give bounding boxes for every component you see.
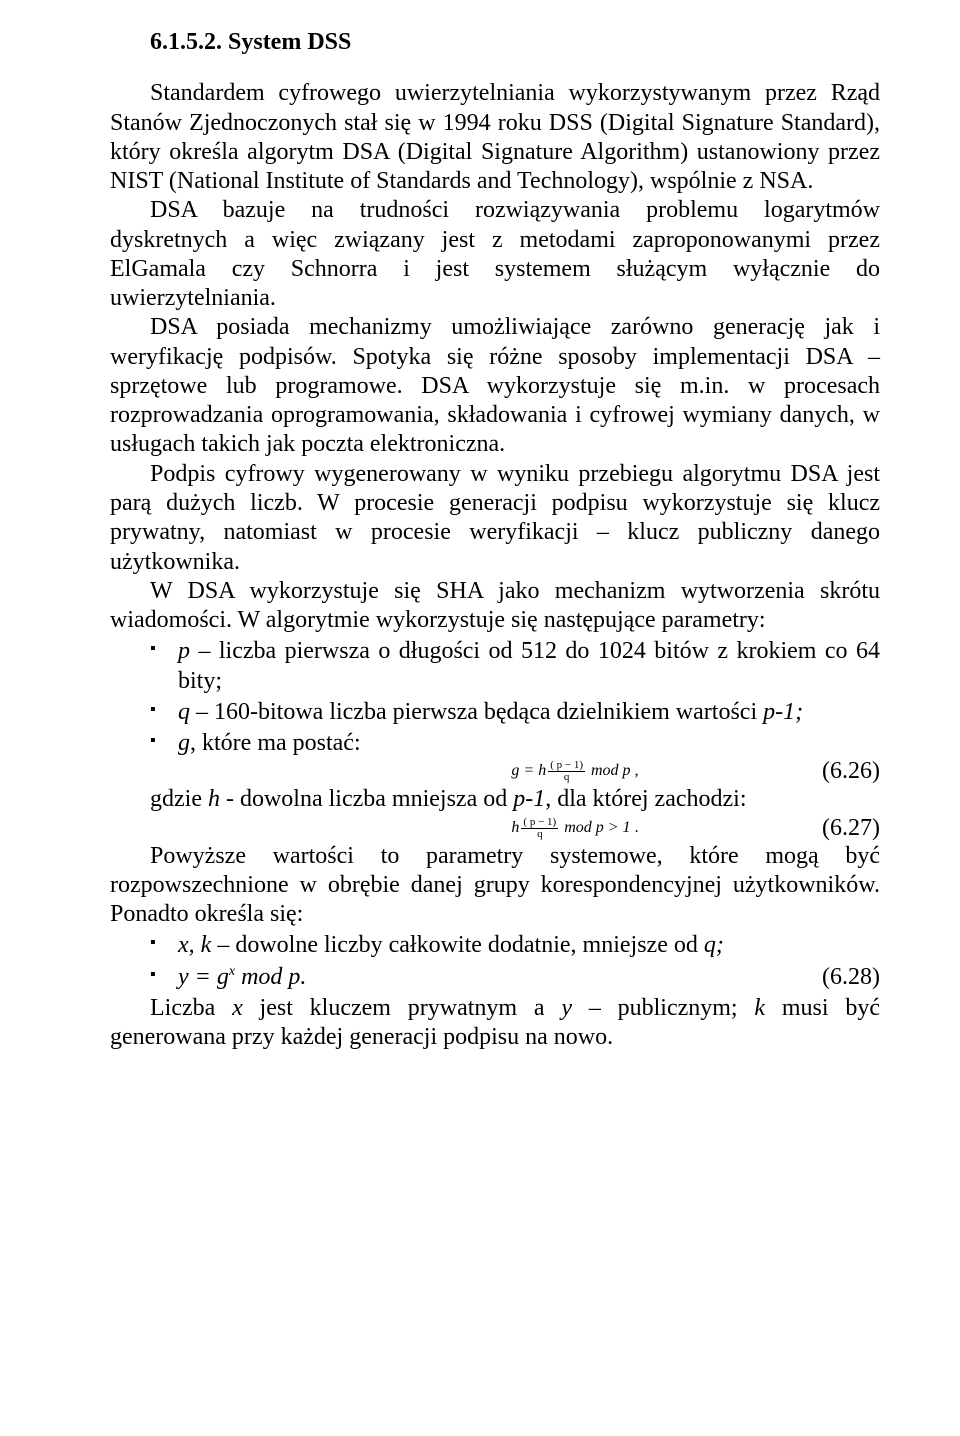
- eq627-lhs: h: [511, 819, 519, 836]
- paragraph-1: Standardem cyfrowego uwierzytelniania wy…: [110, 79, 880, 196]
- eq627-exp-bot: q: [521, 829, 558, 840]
- eq626-exp-bot: q: [548, 772, 585, 783]
- p8-f: k: [754, 995, 765, 1021]
- param-p-symbol: p: [178, 638, 190, 664]
- equation-6-26: g = h( p − 1)q mod p , (6.26): [110, 760, 880, 783]
- param-g-symbol: g: [178, 730, 190, 756]
- b5c: mod p.: [235, 964, 306, 990]
- p6-b: h: [208, 786, 220, 812]
- eq627-rhs: mod p > 1: [560, 819, 630, 836]
- p6-d: p-1: [513, 786, 545, 812]
- p8-a: Liczba: [150, 995, 232, 1021]
- p8-d: y: [561, 995, 572, 1021]
- equation-6-26-body: g = h( p − 1)q mod p ,: [511, 760, 638, 783]
- equation-6-28-number: (6.28): [822, 963, 880, 992]
- p6-a: gdzie: [150, 786, 208, 812]
- param-xk-symbol: x, k: [178, 932, 211, 958]
- eq627-exp-top: ( p − 1): [521, 817, 558, 829]
- param-xk-text: – dowolne liczby całkowite dodatnie, mni…: [211, 932, 704, 958]
- param-q: q – 160-bitowa liczba pierwsza będąca dz…: [150, 698, 880, 727]
- p8-c: jest kluczem prywatnym a: [243, 995, 562, 1021]
- paragraph-6: gdzie h - dowolna liczba mniejsza od p-1…: [110, 785, 880, 814]
- eq627-exponent: ( p − 1)q: [521, 817, 558, 840]
- param-xk-tail: q;: [704, 932, 724, 958]
- paragraph-8: Liczba x jest kluczem prywatnym a y – pu…: [110, 994, 880, 1053]
- equation-6-26-number: (6.26): [822, 757, 880, 786]
- param-xk: x, k – dowolne liczby całkowite dodatnie…: [150, 931, 880, 960]
- p6-e: , dla której zachodzi:: [545, 786, 746, 812]
- param-p-text: – liczba pierwsza o długości od 512 do 1…: [178, 638, 880, 693]
- p8-e: – publicznym;: [572, 995, 754, 1021]
- eq626-lhs: g = h: [511, 763, 546, 780]
- eq626-rhs: mod p: [587, 763, 631, 780]
- p8-b: x: [232, 995, 243, 1021]
- equation-6-27-number: (6.27): [822, 814, 880, 843]
- param-y: y = gx mod p. (6.28): [150, 963, 880, 992]
- paragraph-3: DSA posiada mechanizmy umożliwiające zar…: [110, 313, 880, 459]
- paragraph-4: Podpis cyfrowy wygenerowany w wyniku prz…: [110, 460, 880, 577]
- parameter-list: p – liczba pierwsza o długości od 512 do…: [150, 637, 880, 758]
- section-heading: 6.1.5.2. System DSS: [150, 28, 880, 57]
- b5a: y = g: [178, 964, 229, 990]
- param-q-tail: p-1;: [763, 699, 803, 725]
- param-g-text: , które ma postać:: [190, 730, 361, 756]
- param-q-symbol: q: [178, 699, 190, 725]
- param-y-body: y = gx mod p.: [178, 963, 306, 992]
- param-g: g, które ma postać:: [150, 729, 880, 758]
- eq627-suffix: .: [631, 819, 639, 836]
- parameter-list-2: x, k – dowolne liczby całkowite dodatnie…: [150, 931, 880, 992]
- param-q-text: – 160-bitowa liczba pierwsza będąca dzie…: [190, 699, 763, 725]
- equation-6-27-body: h( p − 1)q mod p > 1 .: [511, 817, 638, 840]
- equation-6-27: h( p − 1)q mod p > 1 . (6.27): [110, 817, 880, 840]
- eq626-exponent: ( p − 1)q: [548, 760, 585, 783]
- p6-c: - dowolna liczba mniejsza od: [220, 786, 513, 812]
- param-p: p – liczba pierwsza o długości od 512 do…: [150, 637, 880, 696]
- eq626-suffix: ,: [631, 763, 639, 780]
- paragraph-5: W DSA wykorzystuje się SHA jako mechaniz…: [110, 577, 880, 636]
- paragraph-2: DSA bazuje na trudności rozwiązywania pr…: [110, 196, 880, 313]
- paragraph-7: Powyższe wartości to parametry systemowe…: [110, 842, 880, 930]
